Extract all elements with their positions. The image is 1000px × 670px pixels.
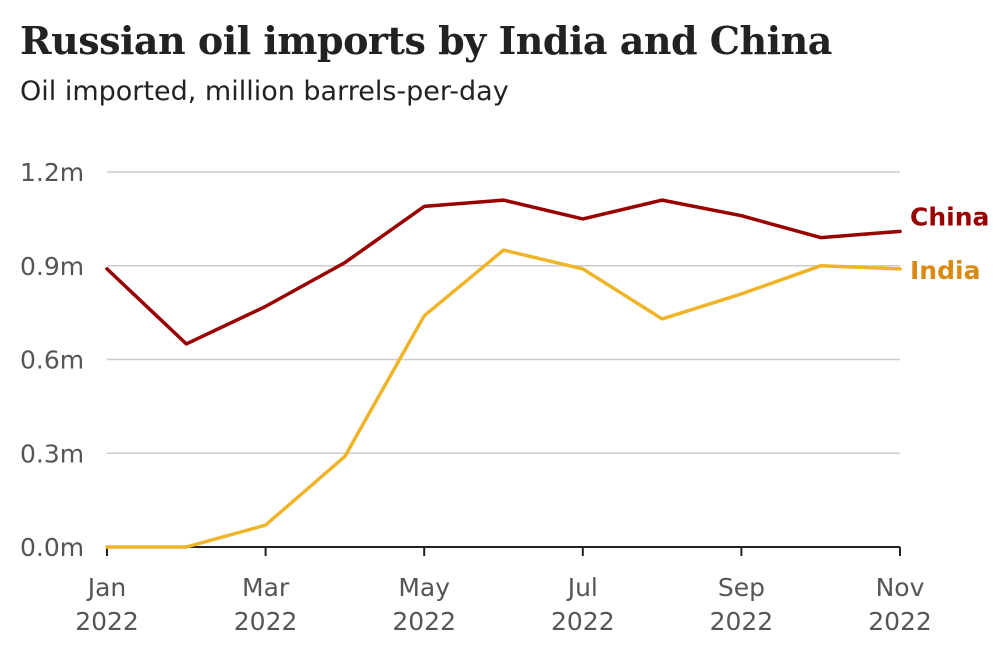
chart-subtitle: Oil imported, million barrels-per-day	[20, 76, 509, 107]
series-line-india	[105, 248, 902, 549]
x-tick-label-month: Sep	[718, 573, 765, 602]
series-line-china	[105, 198, 902, 346]
x-tick-label-year: 2022	[551, 607, 615, 636]
series-label-india: India	[910, 256, 980, 285]
x-tick-label-month: Jan	[86, 573, 127, 602]
chart-title: Russian oil imports by India and China	[20, 18, 832, 63]
x-tick-label-month: May	[398, 573, 450, 602]
series-label-china: China	[910, 202, 989, 231]
y-tick-label: 0.3m	[20, 439, 84, 468]
x-tick-label-year: 2022	[75, 607, 139, 636]
y-tick-label: 0.0m	[20, 533, 84, 562]
x-tick-label-month: Nov	[876, 573, 925, 602]
y-tick-label: 0.9m	[20, 252, 84, 281]
y-tick-label: 0.6m	[20, 346, 84, 375]
x-tick-label-year: 2022	[710, 607, 774, 636]
x-tick-label-month: Jul	[566, 573, 598, 602]
x-tick-label-year: 2022	[868, 607, 932, 636]
x-tick-label-year: 2022	[392, 607, 456, 636]
x-tick-label-year: 2022	[234, 607, 298, 636]
x-tick-label-month: Mar	[242, 573, 290, 602]
y-tick-label: 1.2m	[20, 158, 84, 187]
